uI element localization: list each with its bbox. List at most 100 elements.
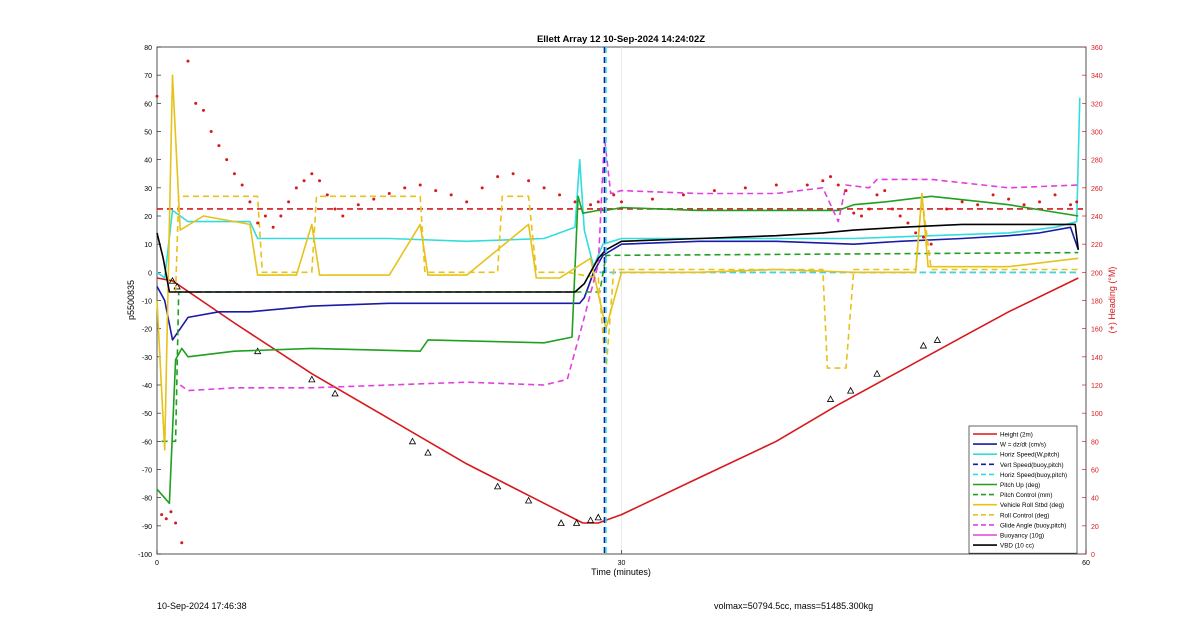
heading-point xyxy=(774,183,778,187)
heading-point xyxy=(890,207,894,211)
y-tick-label: -70 xyxy=(142,468,152,475)
height-marker xyxy=(919,341,928,349)
heading-point xyxy=(712,189,716,193)
heading-point xyxy=(821,179,825,183)
heading-point xyxy=(174,521,178,525)
y2-tick-label: 0 xyxy=(1091,552,1095,559)
heading-point xyxy=(596,200,600,204)
y2-tick-label: 280 xyxy=(1091,158,1103,165)
y-tick-label: 40 xyxy=(144,158,152,165)
heading-point xyxy=(681,193,685,197)
y-tick-label: -50 xyxy=(142,411,152,418)
heading-point xyxy=(155,94,159,98)
heading-point xyxy=(945,207,949,211)
legend-label: Vert Speed(buoy,pitch) xyxy=(1000,462,1064,469)
height-marker xyxy=(846,386,855,394)
y2-tick-label: 220 xyxy=(1091,242,1103,249)
heading-point xyxy=(929,242,933,246)
heading-point xyxy=(232,172,236,176)
y-tick-label: 20 xyxy=(144,214,152,221)
height-marker xyxy=(331,389,339,397)
heading-point xyxy=(867,207,871,211)
heading-point xyxy=(194,101,198,105)
legend-label: Vehicle Roll Stbd (deg) xyxy=(1000,502,1064,509)
heading-point xyxy=(263,214,267,218)
y2-tick-label: 80 xyxy=(1091,439,1099,446)
height-marker xyxy=(586,516,595,524)
heading-point xyxy=(898,214,902,218)
y2-tick-label: 160 xyxy=(1091,327,1103,334)
heading-point xyxy=(829,175,833,179)
data-layer xyxy=(155,47,1086,554)
series-line-8 xyxy=(156,74,1079,451)
y-tick-label: 80 xyxy=(144,45,152,52)
heading-point xyxy=(875,193,879,197)
heading-point xyxy=(271,225,275,229)
footer-timestamp: 10-Sep-2024 17:46:38 xyxy=(157,601,247,611)
legend-label: W = dz/dt (cm/s) xyxy=(1000,442,1046,449)
series-line-2 xyxy=(156,226,1080,341)
heading-point xyxy=(650,197,654,201)
heading-point xyxy=(960,200,964,204)
y2-tick-label: 60 xyxy=(1091,468,1099,475)
series-line-6 xyxy=(156,195,1079,505)
x-tick-label: 60 xyxy=(1082,560,1090,567)
heading-point xyxy=(743,186,747,190)
heading-point xyxy=(310,172,314,176)
heading-point xyxy=(372,197,376,201)
y2-tick-label: 20 xyxy=(1091,524,1099,531)
y-tick-label: -40 xyxy=(142,383,152,390)
y-tick-label: 50 xyxy=(144,130,152,137)
heading-point xyxy=(248,200,252,204)
legend-label: Pitch Up (deg) xyxy=(1000,482,1040,489)
series-line-12 xyxy=(156,223,1080,293)
heading-point xyxy=(240,183,244,187)
series-line-0 xyxy=(156,277,1079,524)
heading-point xyxy=(527,179,531,183)
y-tick-label: -80 xyxy=(142,496,152,503)
heading-point xyxy=(279,214,283,218)
y2-tick-label: 120 xyxy=(1091,383,1103,390)
heading-point xyxy=(620,200,623,204)
heading-point xyxy=(542,186,546,190)
heading-point xyxy=(921,235,925,239)
legend-label: Pitch Control (mm) xyxy=(1000,492,1052,499)
heading-point xyxy=(991,193,995,197)
height-marker xyxy=(826,395,835,402)
heading-point xyxy=(589,203,593,207)
heading-point xyxy=(294,186,298,190)
height-marker xyxy=(572,519,581,526)
height-marker xyxy=(524,496,533,504)
heading-point xyxy=(1069,203,1073,207)
y-tick-label: -10 xyxy=(142,299,152,306)
x-axis-label: Time (minutes) xyxy=(591,567,651,577)
heading-point xyxy=(883,189,887,193)
heading-point xyxy=(805,183,809,187)
y2-tick-label: 40 xyxy=(1091,496,1099,503)
height-marker xyxy=(168,276,177,284)
y-axis-label: p5500835 xyxy=(126,280,136,320)
heading-point xyxy=(1053,193,1057,197)
legend-label: Horiz Speed(W,pitch) xyxy=(1000,452,1060,459)
y2-axis-label: (+) Heading (°M) xyxy=(1107,267,1117,334)
y2-tick-label: 340 xyxy=(1091,73,1103,80)
series-line-7 xyxy=(161,251,1079,443)
y2-tick-label: 320 xyxy=(1091,101,1103,108)
heading-point xyxy=(225,158,229,162)
y-tick-label: -20 xyxy=(142,327,152,334)
y2-tick-label: 200 xyxy=(1091,270,1103,277)
legend-box xyxy=(968,425,1078,554)
y-tick-label: -90 xyxy=(142,524,152,531)
height-marker xyxy=(408,437,417,445)
legend-label: Height (2m) xyxy=(1000,432,1033,439)
heading-point xyxy=(186,59,190,63)
height-marker xyxy=(557,519,565,526)
height-marker xyxy=(308,375,316,383)
series-line-3 xyxy=(156,97,1081,279)
y2-tick-label: 100 xyxy=(1091,411,1103,418)
y-tick-label: 30 xyxy=(144,186,152,193)
height-marker xyxy=(424,448,432,456)
heading-point xyxy=(859,214,863,218)
y-tick-label: 10 xyxy=(144,242,152,249)
